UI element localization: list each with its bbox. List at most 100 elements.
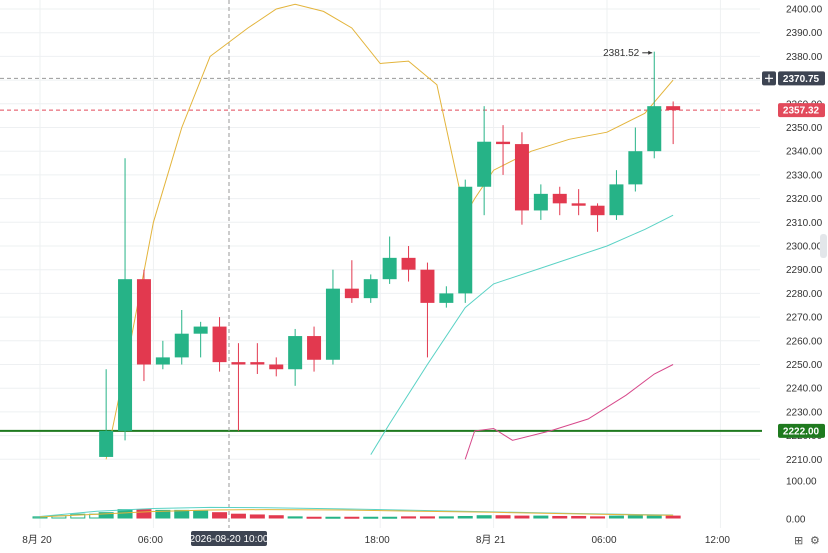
high-annotation-arrowhead [648,50,653,55]
crosshair-time-tag-bg [191,531,267,546]
price-tag-label: 2357.32 [783,106,820,117]
candle [307,326,322,372]
price-tag-2357.32: 2357.32 [778,103,825,118]
price-tick-label: 2310.00 [786,218,823,229]
candle-body [250,362,265,365]
settings-icon[interactable]: ⚙ [810,534,820,547]
high-annotation-label: 2381.52 [603,48,640,59]
volume-bar [306,516,322,519]
volume-bar [438,516,454,519]
volume-bar [571,515,587,519]
price-tag-bg [778,103,825,118]
volume-bar [70,513,86,519]
price-tag-bg [778,71,825,86]
candle-body [118,279,133,431]
candle [344,260,359,303]
price-tick-label: 2270.00 [786,313,823,324]
candle [269,357,284,377]
ma-lines [105,3,674,460]
candle-body [571,203,586,206]
candle-body [533,193,548,211]
candle-body [401,257,416,270]
volume-bar [495,515,511,519]
price-tick-label: 2330.00 [786,170,823,181]
volume-bar [212,512,228,519]
volume-bar [419,516,435,519]
price-tick-label: 2390.00 [786,28,823,39]
candle-body [458,186,473,294]
candle-body [647,106,662,152]
price-tick-label: 2210.00 [786,455,823,466]
candle-body [363,279,378,299]
crosshair-time-tag: 2026-08-20 10:00 [190,531,269,546]
time-tick-label: 12:00 [705,535,730,546]
volume-bar [533,515,549,519]
candle-body [99,430,114,457]
candle [514,132,529,225]
volume-bar [155,509,171,519]
volume-bar [174,509,190,519]
volume-bar [627,515,643,519]
candle [647,51,662,159]
volume-bar [193,510,209,519]
candle [325,269,340,365]
candle-body [420,269,435,303]
volume-ma-line-1 [39,509,674,518]
volume-tick-label: 100.00 [786,477,817,488]
time-tick-label: 18:00 [365,535,390,546]
candle [136,269,151,382]
price-tick-label: 2250.00 [786,360,823,371]
price-tick-label: 2280.00 [786,289,823,300]
candle [439,286,454,308]
axis-scroll-handle[interactable] [820,234,827,258]
price-tick-label: 2320.00 [786,194,823,205]
volume-bar [457,515,473,519]
candle [174,309,189,365]
ma-line-1 [370,214,674,455]
volume-bar [230,513,246,519]
candle-body [231,362,246,365]
volume-bar [287,516,303,519]
volume-bar [665,515,681,519]
candle [250,343,265,374]
candle-body [628,151,643,185]
candle-body [325,288,340,360]
candle [99,369,114,457]
volume-bar [344,516,360,519]
time-tick-label: 06:00 [138,535,163,546]
candle-body [136,279,151,365]
volume-bar [249,514,265,519]
candle-body [155,357,170,365]
ma-line-2 [464,364,674,460]
volume-bar [268,515,284,519]
candle [212,317,227,372]
candle [628,127,643,192]
price-tick-label: 2230.00 [786,407,823,418]
volume-tick-label: 0.00 [786,515,806,526]
candle [590,203,605,232]
price-tag-bg [778,423,825,438]
candles [99,51,681,457]
candle-body [514,144,529,211]
candle [609,170,624,220]
price-tick-label: 2350.00 [786,123,823,134]
volume-bar [136,509,152,519]
candle [231,343,246,431]
candle [533,184,548,220]
candle-body [307,336,322,360]
candle [155,340,170,370]
volume-bar [117,509,133,519]
candle-body [288,336,303,370]
volume-bar [401,516,417,519]
candle [193,321,208,358]
candle [666,101,681,145]
candle-body [212,326,227,363]
volume-bar [98,512,114,519]
grid-icon[interactable]: ⊞ [794,534,804,547]
add-alert-icon [762,71,776,86]
candle [288,328,303,386]
price-tag-2370.75: 2370.75 [778,71,825,86]
volume-bar [608,515,624,519]
